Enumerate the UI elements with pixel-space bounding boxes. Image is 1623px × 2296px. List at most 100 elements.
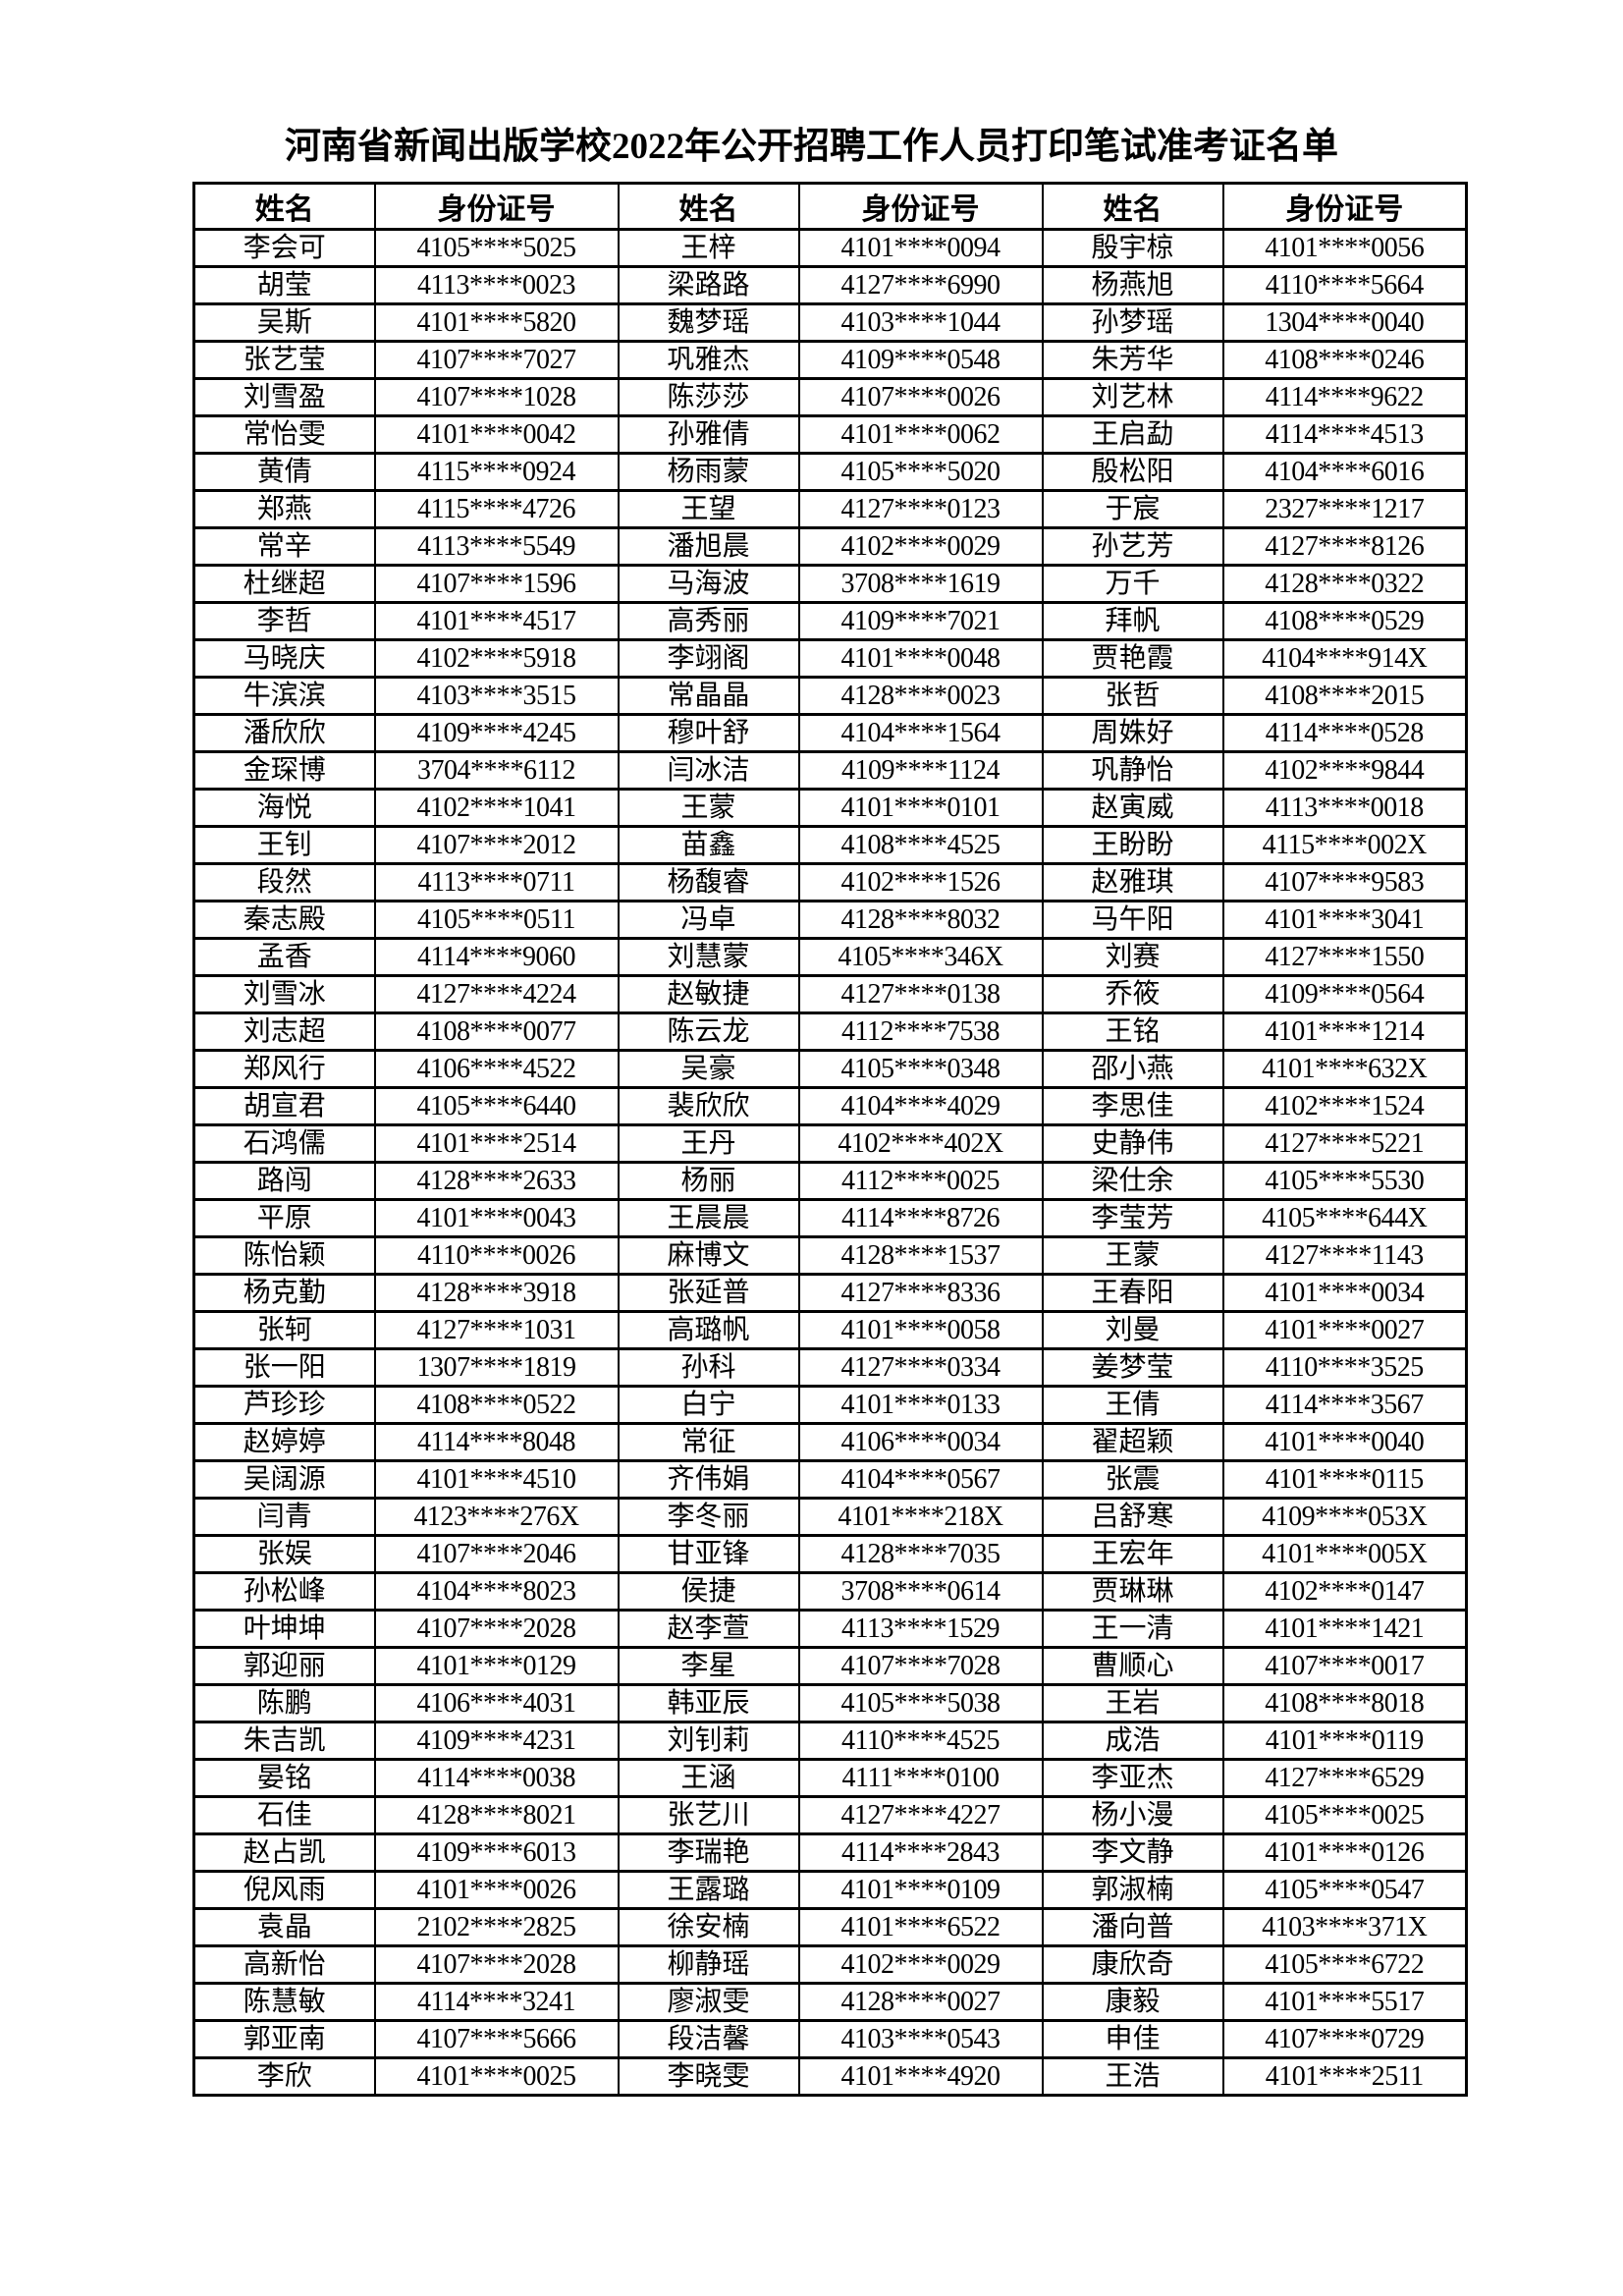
id-number-cell: 4114****9622 [1221,377,1468,417]
id-number-cell: 4101****0094 [797,228,1044,268]
candidate-table: 姓名 身份证号 姓名 身份证号 姓名 身份证号 李会可 4105****5025 王梓 4101… [192,182,1468,2097]
name-cell: 潘欣欣 [192,713,376,753]
table-row: 吴斯 4101****5820 魏梦瑶 4103****1044 孙梦瑶 1304****… [192,302,1468,343]
column-header-name: 姓名 [1041,182,1224,231]
name-cell: 胡宣君 [192,1086,376,1126]
name-cell: 周姝好 [1041,713,1224,753]
id-number-cell: 4115****002X [1221,825,1468,865]
name-cell: 高秀丽 [617,601,800,641]
name-cell: 陈慧敏 [192,1982,376,2022]
name-cell: 冯卓 [617,900,800,940]
name-cell: 王丹 [617,1123,800,1164]
id-number-cell: 4107****2012 [373,825,620,865]
id-number-cell: 4107****2028 [373,1944,620,1985]
name-cell: 刘曼 [1041,1310,1224,1350]
name-cell: 康毅 [1041,1982,1224,2022]
id-number-cell: 4101****3041 [1221,900,1468,940]
table-row: 秦志殿 4105****0511 冯卓 4128****8032 马午阳 4101****… [192,900,1468,940]
name-cell: 李莹芳 [1041,1198,1224,1238]
name-cell: 麻博文 [617,1235,800,1276]
id-number-cell: 4101****0048 [797,638,1044,679]
name-cell: 高新怡 [192,1944,376,1985]
name-cell: 闫冰洁 [617,750,800,791]
name-cell: 于宸 [1041,489,1224,529]
name-cell: 张艺莹 [192,340,376,380]
table-row: 刘雪冰 4127****4224 赵敏捷 4127****0138 乔筱 4109****… [192,974,1468,1014]
name-cell: 吕舒寒 [1041,1497,1224,1537]
name-cell: 刘艺林 [1041,377,1224,417]
id-number-cell: 4127****1031 [373,1310,620,1350]
id-number-cell: 4128****8032 [797,900,1044,940]
id-number-cell: 4103****3515 [373,676,620,716]
id-number-cell: 4114****8726 [797,1198,1044,1238]
id-number-cell: 4109****4231 [373,1721,620,1761]
table-row: 赵占凯 4109****6013 李瑞艳 4114****2843 李文静 4101***… [192,1832,1468,1873]
table-row: 张轲 4127****1031 高璐帆 4101****0058 刘曼 4101****0… [192,1310,1468,1350]
table-row: 郭亚南 4107****5666 段洁馨 4103****0543 申佳 4107****… [192,2019,1468,2059]
id-number-cell: 4105****5530 [1221,1161,1468,1201]
table-row: 吴阔源 4101****4510 齐伟娟 4104****0567 张震 4101****… [192,1459,1468,1500]
id-number-cell: 4106****0034 [797,1422,1044,1462]
table-row: 陈鹏 4106****4031 韩亚辰 4105****5038 王岩 4108****8… [192,1683,1468,1723]
name-cell: 杨丽 [617,1161,800,1201]
id-number-cell: 4113****5549 [373,526,620,567]
id-number-cell: 3708****1619 [797,564,1044,604]
table-row: 李欣 4101****0025 李晓雯 4101****4920 王浩 4101****2… [192,2056,1468,2097]
name-cell: 成浩 [1041,1721,1224,1761]
name-cell: 常怡雯 [192,414,376,455]
id-number-cell: 4101****0026 [373,1870,620,1910]
column-header-id-number: 身份证号 [797,182,1044,231]
id-number-cell: 4127****1550 [1221,937,1468,977]
table-row: 郑燕 4115****4726 王望 4127****0123 于宸 2327****12… [192,489,1468,529]
id-number-cell: 4105****0547 [1221,1870,1468,1910]
id-number-cell: 4105****346X [797,937,1044,977]
id-number-cell: 4101****1214 [1221,1011,1468,1052]
name-cell: 王春阳 [1041,1273,1224,1313]
name-cell: 王一清 [1041,1609,1224,1649]
table-row: 王钊 4107****2012 苗鑫 4108****4525 王盼盼 4115****0… [192,825,1468,865]
id-number-cell: 4127****0123 [797,489,1044,529]
table-row: 马晓庆 4102****5918 李翊阁 4101****0048 贾艳霞 4104***… [192,638,1468,679]
name-cell: 贾琳琳 [1041,1571,1224,1612]
name-cell: 张一阳 [192,1347,376,1388]
table-row: 芦珍珍 4108****0522 白宁 4101****0133 王倩 4114****3… [192,1385,1468,1425]
id-number-cell: 4103****0543 [797,2019,1044,2059]
id-number-cell: 4101****0025 [373,2056,620,2097]
table-row: 孟香 4114****9060 刘慧蒙 4105****346X 刘赛 4127****1… [192,937,1468,977]
id-number-cell: 4106****4031 [373,1683,620,1723]
table-row: 赵婷婷 4114****8048 常征 4106****0034 翟超颖 4101****… [192,1422,1468,1462]
table-row: 李哲 4101****4517 高秀丽 4109****7021 拜帆 4108****0… [192,601,1468,641]
name-cell: 朱芳华 [1041,340,1224,380]
name-cell: 梁仕余 [1041,1161,1224,1201]
name-cell: 廖淑雯 [617,1982,800,2022]
table-row: 石佳 4128****8021 张艺川 4127****4227 杨小漫 4105****… [192,1795,1468,1835]
name-cell: 康欣奇 [1041,1944,1224,1985]
name-cell: 赵占凯 [192,1832,376,1873]
id-number-cell: 4107****1596 [373,564,620,604]
id-number-cell: 4101****4920 [797,2056,1044,2097]
name-cell: 杨燕旭 [1041,265,1224,305]
id-number-cell: 4113****0018 [1221,788,1468,828]
id-number-cell: 4107****9583 [1221,862,1468,902]
name-cell: 巩静怡 [1041,750,1224,791]
name-cell: 朱吉凯 [192,1721,376,1761]
table-row: 黄倩 4115****0924 杨雨蒙 4105****5020 殷松阳 4104****… [192,452,1468,492]
id-number-cell: 4115****4726 [373,489,620,529]
name-cell: 魏梦瑶 [617,302,800,343]
name-cell: 柳静瑶 [617,1944,800,1985]
table-row: 陈怡颖 4110****0026 麻博文 4128****1537 王蒙 4127****… [192,1235,1468,1276]
id-number-cell: 4102****9844 [1221,750,1468,791]
table-row: 平原 4101****0043 王晨晨 4114****8726 李莹芳 4105****… [192,1198,1468,1238]
name-cell: 乔筱 [1041,974,1224,1014]
table-row: 杨克勤 4128****3918 张延普 4127****8336 王春阳 4101***… [192,1273,1468,1313]
name-cell: 王岩 [1041,1683,1224,1723]
id-number-cell: 4105****0025 [1221,1795,1468,1835]
id-number-cell: 4108****0077 [373,1011,620,1052]
name-cell: 刘钊莉 [617,1721,800,1761]
name-cell: 芦珍珍 [192,1385,376,1425]
name-cell: 白宁 [617,1385,800,1425]
name-cell: 王蒙 [617,788,800,828]
id-number-cell: 4111****0100 [797,1758,1044,1798]
id-number-cell: 4101****0034 [1221,1273,1468,1313]
name-cell: 万千 [1041,564,1224,604]
